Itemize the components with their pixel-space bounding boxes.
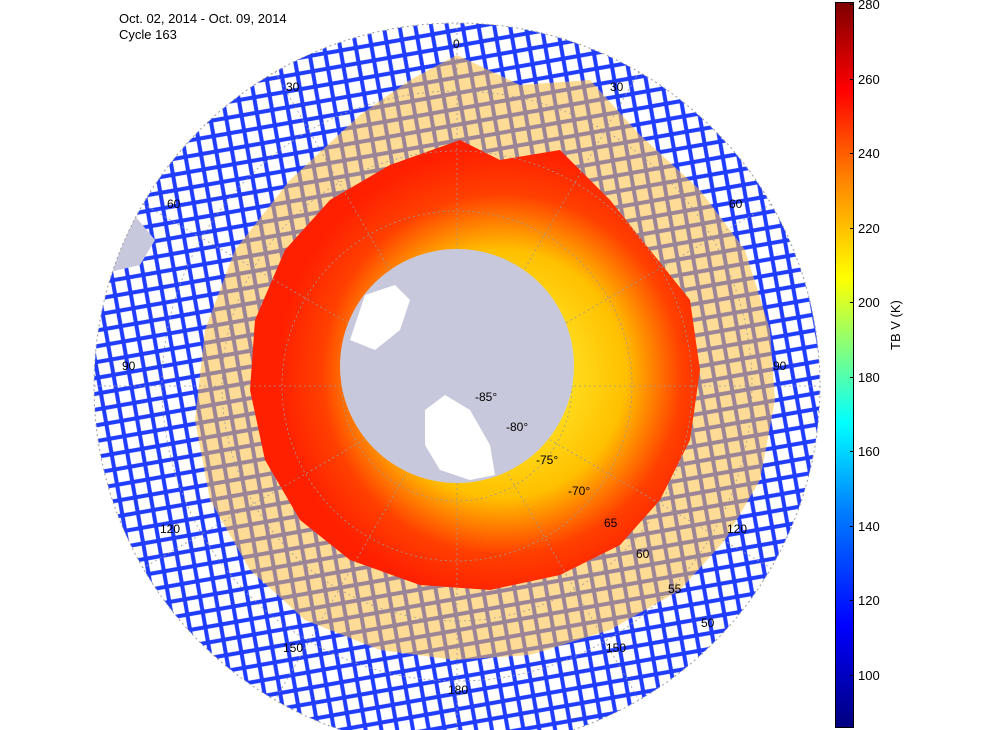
colorbar-tick-140: 140 xyxy=(858,518,880,534)
lat-label-85: -85° xyxy=(475,390,497,404)
cycle-label: Cycle 163 xyxy=(119,27,177,42)
colorbar-tick-mark xyxy=(850,674,854,676)
antarctica-land xyxy=(340,249,574,483)
colorbar-tick-mark xyxy=(850,376,854,378)
lat-label-55: 55 xyxy=(668,582,682,596)
colorbar-tick-mark xyxy=(850,451,854,453)
lon-label-60w: 60 xyxy=(167,197,181,211)
graticule xyxy=(94,23,820,730)
lon-label-180: 180 xyxy=(448,683,468,697)
colorbar-tick-mark xyxy=(850,525,854,527)
lon-label-30w: 30 xyxy=(286,80,300,94)
lat-label-80: -80° xyxy=(506,420,528,434)
graticule-labels: 0 30 30 60 60 90 90 120 120 150 150 180 … xyxy=(122,37,787,697)
polar-map: 0 30 30 60 60 90 90 120 120 150 150 180 … xyxy=(93,22,821,730)
lon-label-90w: 90 xyxy=(122,359,136,373)
lat-label-70: -70° xyxy=(568,484,590,498)
lon-label-90e: 90 xyxy=(773,359,787,373)
colorbar-tick-220: 220 xyxy=(858,220,880,236)
lat-label-60: 60 xyxy=(636,547,650,561)
colorbar xyxy=(835,2,854,728)
colorbar-tick-mark xyxy=(850,78,854,80)
lon-label-30e: 30 xyxy=(610,80,624,94)
colorbar-tick-mark xyxy=(850,153,854,155)
lon-label-120e: 120 xyxy=(727,522,747,536)
colorbar-label: TB V (K) xyxy=(888,300,903,350)
colorbar-tick-120: 120 xyxy=(858,593,880,609)
colorbar-tick-mark xyxy=(850,4,854,5)
lon-label-120w: 120 xyxy=(160,522,180,536)
date-range-title: Oct. 02, 2014 - Oct. 09, 2014 xyxy=(119,11,287,26)
lon-label-150w: 150 xyxy=(283,641,303,655)
colorbar-tick-200: 200 xyxy=(858,295,880,311)
colorbar-tick-280: 280 xyxy=(858,0,880,12)
colorbar-tick-mark xyxy=(850,302,854,304)
lon-label-0: 0 xyxy=(453,37,460,51)
colorbar-tick-240: 240 xyxy=(858,146,880,162)
colorbar-tick-160: 160 xyxy=(858,444,880,460)
colorbar-tick-180: 180 xyxy=(858,369,880,385)
lon-label-150e: 150 xyxy=(606,641,626,655)
colorbar-tick-mark xyxy=(850,227,854,229)
lat-label-50: 50 xyxy=(701,616,715,630)
lon-label-60e: 60 xyxy=(729,197,743,211)
lat-label-75: -75° xyxy=(536,453,558,467)
colorbar-tick-mark xyxy=(850,600,854,602)
colorbar-tick-100: 100 xyxy=(858,667,880,683)
lat-label-65: 65 xyxy=(604,516,618,530)
colorbar-tick-260: 260 xyxy=(858,71,880,87)
